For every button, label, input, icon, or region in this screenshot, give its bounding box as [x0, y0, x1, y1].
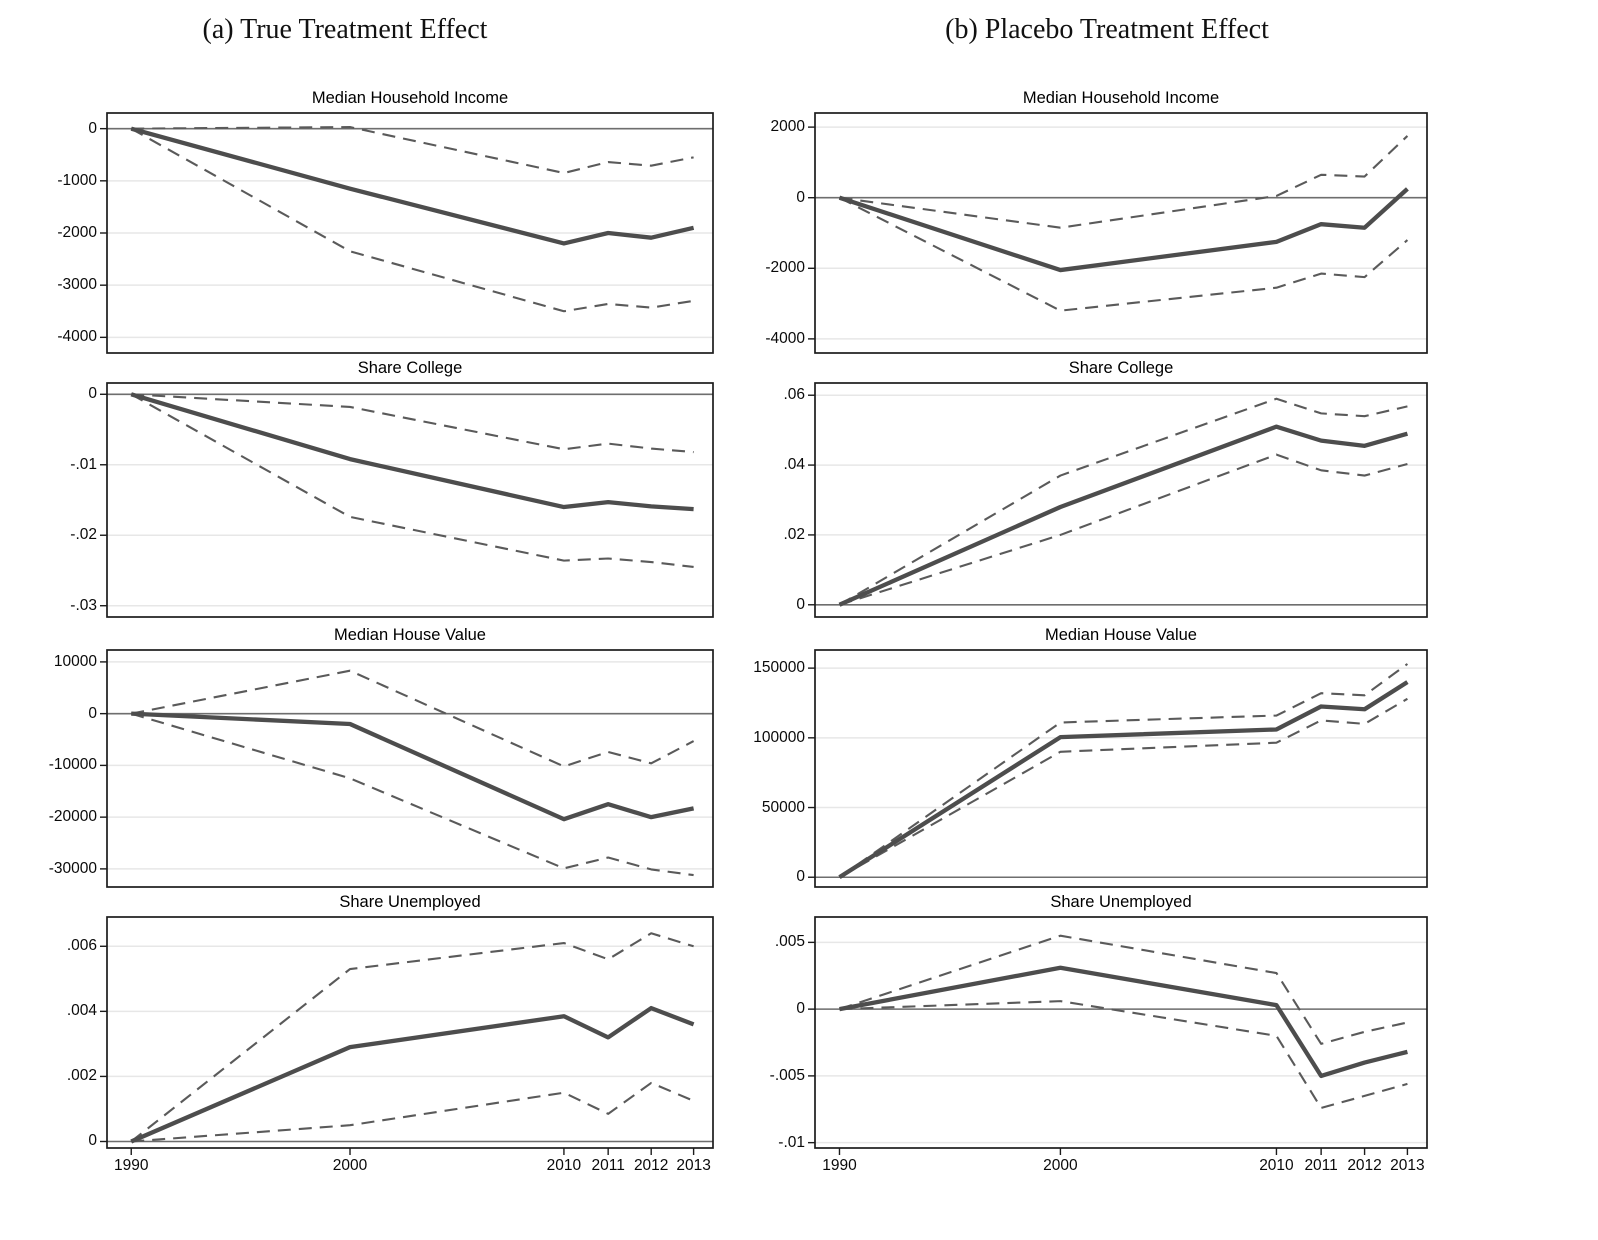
panel-b-median-household-income-title: Median Household Income: [1022, 89, 1220, 107]
panel-b-median-house-value: [808, 649, 1428, 888]
column-caption-placebo-effect: (b) Placebo Treatment Effect: [945, 14, 1269, 45]
series-line-ci_upper: [130, 932, 694, 1143]
y-axis-tick-label: .004: [66, 1002, 97, 1020]
series-line-estimate: [838, 680, 1409, 880]
series-line-ci_lower: [839, 196, 1409, 312]
x-axis-tick-label: 2013: [676, 1157, 711, 1174]
y-axis-tick-label: 0: [796, 1000, 805, 1018]
series-line-estimate: [839, 965, 1408, 1079]
series-line-estimate: [131, 711, 695, 822]
x-axis-tick-label: 2011: [591, 1157, 625, 1174]
y-axis-tick-label: 0: [88, 1132, 97, 1150]
x-axis-tick-label: 1990: [822, 1157, 857, 1174]
x-axis-tick-label: 2011: [1304, 1157, 1338, 1174]
x-axis-tick-label: 2000: [332, 1157, 368, 1174]
y-axis-tick-label: -2000: [765, 259, 805, 277]
y-axis-tick-label: -30000: [48, 859, 97, 877]
y-axis-tick-label: 150000: [753, 659, 805, 677]
x-axis-tick-label: 1990: [113, 1157, 149, 1174]
y-axis-tick-label: 0: [88, 704, 97, 722]
x-axis-tick-label: 2012: [633, 1157, 669, 1174]
y-axis-tick-label: .02: [783, 525, 805, 543]
plot-frame: [814, 649, 1428, 888]
y-axis-tick-label: 100000: [753, 728, 805, 746]
y-axis-tick-label: -1000: [57, 171, 97, 189]
column-caption-true-effect: (a) True Treatment Effect: [202, 14, 488, 45]
series-line-ci_upper: [838, 663, 1409, 879]
panel-a-share-college-title: Share College: [357, 359, 463, 377]
panel-b-median-house-value-title: Median House Value: [1045, 626, 1197, 644]
series-line-ci_upper: [131, 669, 695, 768]
series-line-ci_lower: [131, 1081, 695, 1143]
y-axis-tick-label: -.01: [778, 1133, 805, 1151]
y-axis-tick-label: .006: [66, 937, 97, 955]
x-axis-tick-label: 2013: [1390, 1157, 1425, 1174]
y-axis-tick-label: -10000: [48, 756, 97, 774]
series-line-ci_upper: [839, 934, 1408, 1045]
y-axis-tick-label: 0: [88, 385, 97, 403]
series-line-ci_lower: [130, 712, 694, 877]
y-axis-tick-label: .06: [783, 386, 805, 404]
series-line-estimate: [838, 187, 1409, 273]
series-line-ci_lower: [839, 453, 1408, 606]
y-axis-tick-label: -20000: [48, 808, 97, 826]
panel-b-share-college: [808, 382, 1428, 618]
series-line-estimate: [130, 392, 694, 512]
series-line-estimate: [130, 126, 695, 246]
panel-a-median-house-value: [100, 649, 714, 888]
panel-b-share-unemployed: [808, 916, 1428, 1155]
y-axis-tick-label: 0: [796, 595, 805, 613]
x-axis-tick-label: 2012: [1347, 1157, 1382, 1174]
panel-a-share-college: [100, 382, 714, 618]
plot-frame: [814, 382, 1428, 618]
y-axis-tick-label: 0: [88, 119, 97, 137]
series-line-ci_lower: [838, 697, 1408, 879]
y-axis-tick-label: 0: [796, 188, 805, 206]
y-axis-tick-label: -.02: [70, 526, 97, 544]
panel-a-median-household-income-title: Median Household Income: [311, 89, 509, 107]
series-line-ci_lower: [839, 1000, 1408, 1109]
y-axis-tick-label: 0: [796, 868, 805, 886]
y-axis-tick-label: -.01: [70, 455, 97, 473]
panel-b-median-household-income: [808, 112, 1428, 354]
plot-frame: [814, 112, 1428, 354]
y-axis-tick-label: 50000: [761, 798, 805, 816]
plot-frame: [814, 916, 1428, 1149]
x-axis-tick-label: 2010: [1259, 1157, 1294, 1174]
y-axis-tick-label: 2000: [770, 118, 805, 136]
series-line-ci_upper: [131, 393, 694, 454]
y-axis-tick-label: -.005: [769, 1066, 805, 1084]
series-line-estimate: [838, 424, 1409, 607]
y-axis-tick-label: -4000: [57, 328, 97, 346]
y-axis-tick-label: .002: [66, 1067, 97, 1085]
panel-a-median-household-income: [100, 112, 714, 354]
panel-a-share-unemployed-title: Share Unemployed: [339, 893, 481, 911]
y-axis-tick-label: -2000: [57, 224, 97, 241]
series-line-ci_upper: [131, 126, 694, 175]
y-axis-tick-label: .04: [783, 456, 805, 474]
x-axis-tick-label: 2000: [1043, 1157, 1078, 1174]
plot-frame: [106, 649, 714, 888]
panel-b-share-unemployed-title: Share Unemployed: [1050, 893, 1192, 911]
x-axis-tick-label: 2010: [546, 1157, 582, 1174]
panel-a-share-unemployed: [100, 916, 714, 1155]
y-axis-tick-label: 10000: [53, 652, 97, 670]
plot-frame: [106, 382, 714, 618]
y-axis-tick-label: .005: [774, 933, 805, 951]
series-line-estimate: [130, 1005, 695, 1144]
series-line-ci_upper: [839, 135, 1409, 229]
series-line-ci_lower: [130, 393, 694, 569]
panel-a-median-house-value-title: Median House Value: [334, 626, 486, 644]
plot-frame: [106, 916, 714, 1149]
y-axis-tick-label: -3000: [57, 276, 97, 294]
y-axis-tick-label: -.03: [70, 596, 97, 614]
series-line-ci_lower: [130, 127, 694, 313]
series-line-ci_upper: [838, 397, 1408, 606]
panel-b-share-college-title: Share College: [1068, 359, 1174, 377]
y-axis-tick-label: -4000: [765, 329, 805, 347]
